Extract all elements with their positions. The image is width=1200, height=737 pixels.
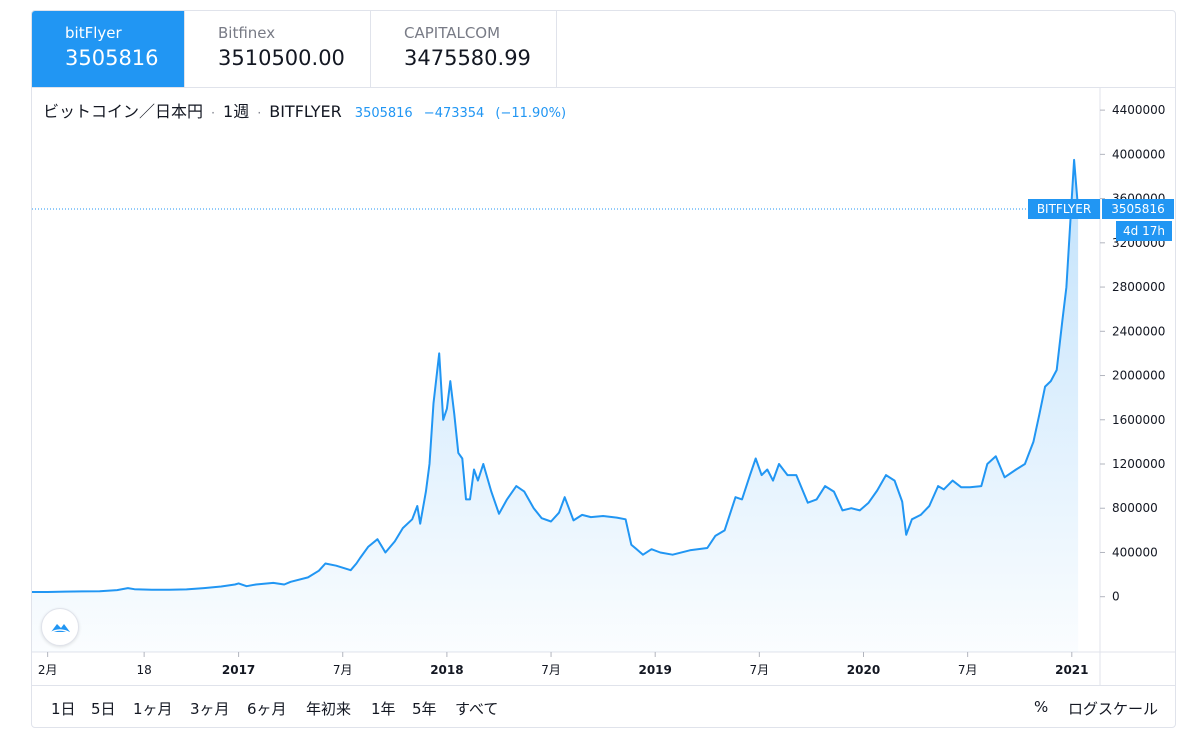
tab-name: CAPITALCOM [404, 24, 501, 42]
y-tick-label: 2800000 [1112, 280, 1165, 294]
tab-name: Bitfinex [218, 24, 276, 42]
price-line [32, 158, 1080, 593]
y-tick-label: 1200000 [1112, 457, 1165, 471]
tab-bitflyer[interactable]: bitFlyer 3505816 [32, 11, 185, 87]
price-area [32, 159, 1079, 652]
legend-separator: · [211, 106, 215, 120]
y-tick-label: 4000000 [1112, 147, 1165, 161]
chart-legend: ビットコイン／日本円 · 1週 · BITFLYER 3505816 −4733… [43, 98, 566, 122]
current-price-badge-text: 3505816 [1111, 202, 1164, 216]
tab-price: 3510500.00 [218, 46, 345, 70]
legend-interval: 1週 [223, 102, 250, 121]
legend-symbol: ビットコイン／日本円 [43, 102, 204, 121]
log-scale-button[interactable]: ログスケール [1068, 700, 1159, 718]
legend-change-percent: (−11.90%) [495, 106, 567, 121]
y-axis-ticks: 0 400000 800000 1200000 1600000 2000000 240000… [1100, 103, 1165, 604]
y-tick-label: 1600000 [1112, 413, 1165, 427]
range-5y-button[interactable]: 5年 [412, 700, 437, 718]
tab-name: bitFlyer [65, 24, 122, 42]
exchange-price-tag-text: BITFLYER [1037, 202, 1091, 216]
y-tick-label: 2000000 [1112, 369, 1165, 383]
exchange-tabs: bitFlyer 3505816 Bitfinex 3510500.00 CAP… [32, 11, 1175, 88]
legend-last-price: 3505816 [354, 106, 413, 121]
x-tick-label: 2021 [1055, 663, 1088, 677]
current-price-badge [1102, 199, 1174, 220]
x-tick-label: 2月 [38, 663, 58, 677]
range-3m-button[interactable]: 3ヶ月 [190, 700, 230, 718]
chart-area[interactable]: 0 400000 800000 1200000 1600000 2000000 240000… [32, 88, 1175, 685]
tab-capitalcom[interactable]: CAPITALCOM 3475580.99 [371, 11, 557, 87]
cloud-logo-icon[interactable] [41, 608, 79, 646]
x-tick-label: 2018 [430, 663, 463, 677]
y-tick-label: 0 [1112, 590, 1120, 604]
legend-separator: · [257, 106, 262, 120]
range-1y-button[interactable]: 1年 [371, 700, 396, 718]
y-tick-label: 4400000 [1112, 103, 1165, 117]
price-label-group: BITFLYER 3505816 4d 17h [1028, 199, 1174, 242]
tab-price: 3505816 [65, 46, 159, 70]
x-tick-label: 2017 [222, 663, 255, 677]
y-tick-label: 800000 [1112, 501, 1158, 515]
chart-widget: bitFlyer 3505816 Bitfinex 3510500.00 CAP… [31, 10, 1176, 728]
x-tick-label: 7月 [958, 663, 978, 677]
tab-price: 3475580.99 [404, 46, 531, 70]
bar-countdown-badge [1116, 221, 1172, 242]
range-toolbar: 1日 5日 1ヶ月 3ヶ月 6ヶ月 年初来 1年 5年 すべて % ログスケール [32, 685, 1175, 727]
range-all-button[interactable]: すべて [455, 700, 499, 718]
price-chart[interactable]: 0 400000 800000 1200000 1600000 2000000 240000… [32, 88, 1176, 685]
x-tick-label: 7月 [541, 663, 561, 677]
x-tick-label: 7月 [750, 663, 770, 677]
bar-countdown-text: 4d 17h [1123, 224, 1165, 238]
range-6m-button[interactable]: 6ヶ月 [247, 700, 287, 718]
range-1m-button[interactable]: 1ヶ月 [133, 700, 173, 718]
range-1d-button[interactable]: 1日 [51, 700, 76, 718]
range-ytd-button[interactable]: 年初来 [306, 700, 352, 718]
tab-bitfinex[interactable]: Bitfinex 3510500.00 [185, 11, 371, 87]
x-tick-label: 18 [137, 663, 152, 677]
y-tick-label: 400000 [1112, 545, 1158, 559]
range-5d-button[interactable]: 5日 [91, 700, 116, 718]
exchange-price-tag [1028, 199, 1100, 220]
x-axis-ticks: 2月 18 2017 7月 2018 7月 2019 7月 2020 7月 2021 [38, 652, 1089, 677]
x-tick-label: 2020 [847, 663, 880, 677]
x-tick-label: 2019 [638, 663, 671, 677]
legend-change: −473354 [423, 106, 485, 121]
x-tick-label: 7月 [333, 663, 353, 677]
y-tick-label: 2400000 [1112, 324, 1165, 338]
percent-scale-button[interactable]: % [1034, 698, 1049, 716]
legend-exchange: BITFLYER [269, 102, 342, 121]
